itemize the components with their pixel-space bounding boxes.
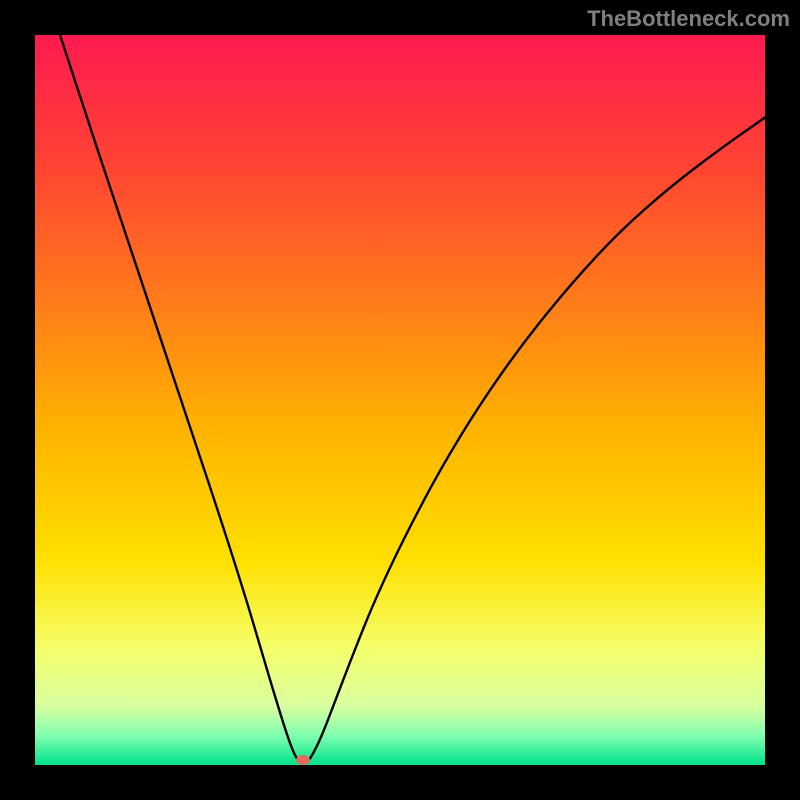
min-point-marker: [296, 755, 310, 765]
attribution-text: TheBottleneck.com: [587, 6, 790, 32]
chart-frame: TheBottleneck.com: [0, 0, 800, 800]
valley-curve: [35, 35, 765, 765]
plot-gradient-area: [35, 35, 765, 765]
